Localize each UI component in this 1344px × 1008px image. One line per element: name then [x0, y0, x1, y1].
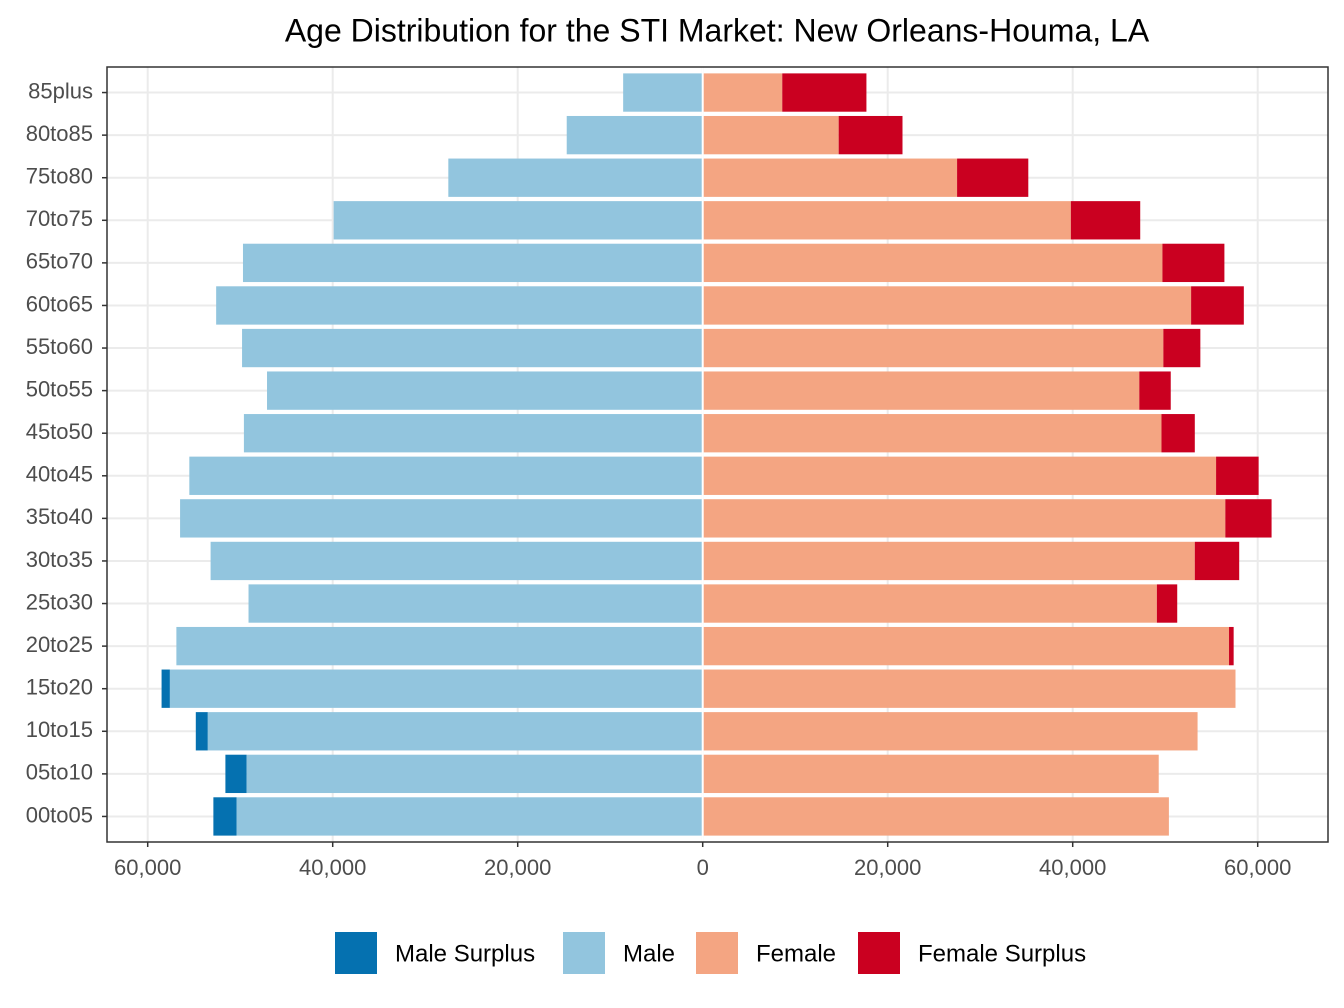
- bar: [1191, 286, 1244, 325]
- legend-item: Female Surplus: [858, 932, 1086, 974]
- bar: [236, 797, 703, 836]
- axes: 00to05 05to10 10to15 15to20 20to25 25to30 30to…: [26, 78, 1292, 879]
- bar: [702, 158, 958, 197]
- bar: [702, 541, 1195, 581]
- bar: [702, 499, 1226, 538]
- bar: [1070, 201, 1141, 240]
- bar: [957, 158, 1029, 197]
- bar: [161, 669, 170, 708]
- legend-label: Male Surplus: [395, 940, 535, 967]
- y-tick-label: 55to60: [26, 334, 93, 359]
- bar: [702, 797, 1169, 836]
- y-tick-label: 05to10: [26, 760, 93, 785]
- bar: [1139, 371, 1171, 410]
- bar: [243, 414, 703, 453]
- legend-swatch: [335, 932, 377, 974]
- bar: [210, 541, 703, 581]
- bar: [566, 115, 703, 155]
- bars: [161, 67, 1272, 842]
- bar: [267, 371, 703, 410]
- bar: [176, 626, 703, 666]
- y-tick-label: 10to15: [26, 717, 93, 742]
- bar: [1163, 328, 1201, 368]
- y-tick-label: 65to70: [26, 249, 93, 274]
- legend-swatch: [696, 932, 738, 974]
- legend-item: Male: [563, 932, 675, 974]
- bar: [448, 158, 703, 197]
- bar: [242, 243, 703, 283]
- y-tick-label: 35to40: [26, 504, 93, 529]
- bar: [1229, 626, 1234, 666]
- bar: [702, 371, 1140, 410]
- bar: [169, 669, 703, 708]
- bar: [702, 328, 1164, 368]
- legend-item: Male Surplus: [335, 932, 535, 974]
- bar: [225, 754, 247, 794]
- bar: [702, 201, 1071, 240]
- bar: [189, 456, 703, 495]
- bar: [213, 797, 237, 836]
- x-tick-label: 60,000: [114, 855, 181, 880]
- x-tick-label: 40,000: [1039, 855, 1106, 880]
- panel-border: [106, 66, 1329, 843]
- bar: [1216, 456, 1259, 495]
- chart-title: Age Distribution for the STI Market: New…: [285, 12, 1150, 48]
- x-tick-label: 0: [697, 855, 709, 880]
- bar: [1162, 243, 1225, 283]
- legend-label: Female Surplus: [918, 940, 1086, 967]
- y-tick-label: 00to05: [26, 802, 93, 827]
- y-tick-label: 80to85: [26, 121, 93, 146]
- legend-label: Male: [623, 940, 675, 967]
- x-tick-label: 20,000: [854, 855, 921, 880]
- y-tick-label: 20to25: [26, 632, 93, 657]
- legend-item: Female: [696, 932, 836, 974]
- legend: Male Surplus Male Female Female Surplus: [335, 932, 1086, 974]
- bar: [623, 73, 703, 112]
- bar: [333, 201, 703, 240]
- bar: [702, 584, 1157, 623]
- bar: [702, 669, 1236, 708]
- bar: [702, 286, 1192, 325]
- bar: [216, 286, 703, 325]
- bar: [195, 712, 208, 751]
- bar: [702, 456, 1217, 495]
- bar: [702, 73, 783, 112]
- y-tick-label: 60to65: [26, 291, 93, 316]
- bar: [702, 626, 1230, 666]
- bar: [1225, 499, 1272, 538]
- bar: [1194, 541, 1240, 581]
- y-tick-label: 85plus: [28, 78, 93, 103]
- bar: [838, 115, 903, 155]
- bar: [246, 754, 703, 794]
- bar: [248, 584, 703, 623]
- y-tick-label: 75to80: [26, 164, 93, 189]
- bar: [207, 712, 703, 751]
- y-tick-label: 30to35: [26, 547, 93, 572]
- y-tick-label: 40to45: [26, 462, 93, 487]
- bar: [1156, 584, 1178, 623]
- y-tick-label: 15to20: [26, 675, 93, 700]
- y-tick-label: 50to55: [26, 376, 93, 401]
- y-tick-label: 70to75: [26, 206, 93, 231]
- bar: [702, 243, 1163, 283]
- bar: [1161, 414, 1195, 453]
- x-tick-label: 40,000: [299, 855, 366, 880]
- bar: [702, 414, 1162, 453]
- bar: [702, 712, 1198, 751]
- y-tick-label: 25to30: [26, 589, 93, 614]
- bar: [242, 328, 703, 368]
- bar: [702, 754, 1159, 794]
- y-tick-label: 45to50: [26, 419, 93, 444]
- bar: [782, 73, 867, 112]
- x-tick-label: 60,000: [1224, 855, 1291, 880]
- legend-swatch: [563, 932, 605, 974]
- bar: [180, 499, 703, 538]
- bar: [702, 115, 839, 155]
- legend-label: Female: [756, 940, 836, 967]
- legend-swatch: [858, 932, 900, 974]
- x-tick-label: 20,000: [484, 855, 551, 880]
